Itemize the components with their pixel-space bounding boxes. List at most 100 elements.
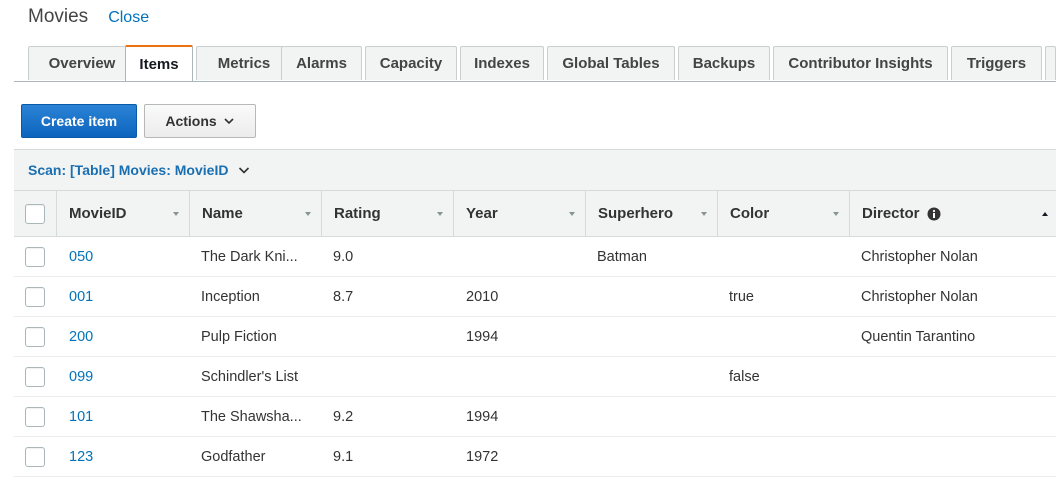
rating-cell: 9.1 xyxy=(333,448,354,465)
tab-bar: Overview Items Metrics Alarms Capacity I… xyxy=(14,45,1056,82)
year-cell: 1994 xyxy=(466,328,499,345)
column-header-color[interactable]: Color xyxy=(718,191,850,236)
tab-contributor-insights[interactable]: Contributor Insights xyxy=(773,46,948,80)
table-row[interactable]: 001 Inception 8.7 2010 true Christopher … xyxy=(14,277,1056,317)
color-cell xyxy=(729,317,847,356)
name-cell: Pulp Fiction xyxy=(201,328,277,345)
tab-items[interactable]: Items xyxy=(125,45,193,81)
tab-triggers[interactable]: Triggers xyxy=(951,46,1042,80)
rating-cell: 9.0 xyxy=(333,248,354,265)
tab-global-tables[interactable]: Global Tables xyxy=(547,46,675,80)
movieid-link[interactable]: 101 xyxy=(69,408,94,425)
table-row[interactable]: 099 Schindler's List false xyxy=(14,357,1056,397)
sort-down-icon xyxy=(833,212,839,216)
director-cell xyxy=(861,437,1051,476)
sort-down-icon xyxy=(305,212,311,216)
year-cell xyxy=(466,237,584,276)
create-item-button[interactable]: Create item xyxy=(21,104,137,138)
tab-overview[interactable]: Overview xyxy=(28,46,136,80)
row-checkbox[interactable] xyxy=(25,327,45,347)
column-header-rating[interactable]: Rating xyxy=(322,191,454,236)
color-cell xyxy=(729,437,847,476)
director-cell: Christopher Nolan xyxy=(861,248,978,265)
tab-capacity[interactable]: Capacity xyxy=(365,46,457,80)
scan-selector[interactable]: Scan: [Table] Movies: MovieID xyxy=(14,149,1056,191)
sort-down-icon xyxy=(701,212,707,216)
scan-label: Scan: [Table] Movies: MovieID xyxy=(28,162,229,178)
column-header-year[interactable]: Year xyxy=(454,191,586,236)
row-checkbox[interactable] xyxy=(25,447,45,467)
color-cell xyxy=(729,397,847,436)
table-row[interactable]: 050 The Dark Kni... 9.0 Batman Christoph… xyxy=(14,237,1056,277)
row-checkbox[interactable] xyxy=(25,367,45,387)
column-label: Rating xyxy=(334,205,381,222)
column-header-superhero[interactable]: Superhero xyxy=(586,191,718,236)
table-row[interactable]: 200 Pulp Fiction 1994 Quentin Tarantino xyxy=(14,317,1056,357)
row-checkbox[interactable] xyxy=(25,407,45,427)
sort-down-icon xyxy=(437,212,443,216)
color-cell: false xyxy=(729,368,760,385)
movieid-link[interactable]: 123 xyxy=(69,448,94,465)
select-all-checkbox[interactable] xyxy=(25,204,45,224)
column-header-name[interactable]: Name xyxy=(190,191,322,236)
movieid-link[interactable]: 200 xyxy=(69,328,94,345)
column-label: Year xyxy=(466,205,498,222)
rating-cell: 9.2 xyxy=(333,408,354,425)
superhero-cell xyxy=(597,437,715,476)
director-cell xyxy=(861,357,1051,396)
tab-overflow[interactable] xyxy=(1045,46,1056,80)
tab-backups[interactable]: Backups xyxy=(678,46,770,80)
close-link[interactable]: Close xyxy=(108,9,150,26)
column-label: Color xyxy=(730,205,770,222)
name-cell: Inception xyxy=(201,288,260,305)
tab-indexes[interactable]: Indexes xyxy=(460,46,544,80)
actions-dropdown-button[interactable]: Actions xyxy=(144,104,256,138)
column-label: MovieID xyxy=(69,205,127,222)
year-cell xyxy=(466,357,584,396)
page-header: Movies Close xyxy=(28,6,149,30)
select-all-cell xyxy=(14,191,57,236)
movieid-link[interactable]: 050 xyxy=(69,248,94,265)
table-row[interactable]: 123 Godfather 9.1 1972 xyxy=(14,437,1056,477)
color-cell: true xyxy=(729,288,754,305)
sort-down-icon xyxy=(173,212,179,216)
row-checkbox[interactable] xyxy=(25,247,45,267)
year-cell: 1972 xyxy=(466,448,499,465)
chevron-down-icon xyxy=(239,167,250,174)
rating-cell xyxy=(333,357,451,396)
info-icon[interactable] xyxy=(927,207,941,221)
superhero-cell xyxy=(597,357,715,396)
name-cell: Godfather xyxy=(201,448,266,465)
table-header: MovieID Name Rating Year Superhero Color xyxy=(14,191,1056,237)
chevron-down-icon xyxy=(224,118,234,125)
tab-metrics[interactable]: Metrics xyxy=(196,46,292,80)
column-header-director[interactable]: Director xyxy=(850,191,1056,236)
superhero-cell: Batman xyxy=(597,248,647,265)
rating-cell: 8.7 xyxy=(333,288,354,305)
create-item-label: Create item xyxy=(40,113,118,129)
superhero-cell xyxy=(597,277,715,316)
year-cell: 2010 xyxy=(466,288,499,305)
color-cell xyxy=(729,237,847,276)
table-row[interactable]: 101 The Shawsha... 9.2 1994 xyxy=(14,397,1056,437)
sort-down-icon xyxy=(569,212,575,216)
director-cell xyxy=(861,397,1051,436)
tab-alarms[interactable]: Alarms xyxy=(281,46,362,80)
rating-cell xyxy=(333,317,451,356)
page-title: Movies xyxy=(28,6,89,27)
column-label: Director xyxy=(862,205,920,222)
movieid-link[interactable]: 099 xyxy=(69,368,94,385)
name-cell: The Shawsha... xyxy=(201,408,302,425)
column-header-movieid[interactable]: MovieID xyxy=(57,191,190,236)
year-cell: 1994 xyxy=(466,408,499,425)
movieid-link[interactable]: 001 xyxy=(69,288,94,305)
director-cell: Christopher Nolan xyxy=(861,288,978,305)
row-checkbox[interactable] xyxy=(25,287,45,307)
column-label: Superhero xyxy=(598,205,674,222)
actions-label: Actions xyxy=(165,113,217,129)
sort-up-icon xyxy=(1042,212,1048,216)
superhero-cell xyxy=(597,317,715,356)
director-cell: Quentin Tarantino xyxy=(861,328,976,345)
items-table: MovieID Name Rating Year Superhero Color xyxy=(14,191,1056,477)
